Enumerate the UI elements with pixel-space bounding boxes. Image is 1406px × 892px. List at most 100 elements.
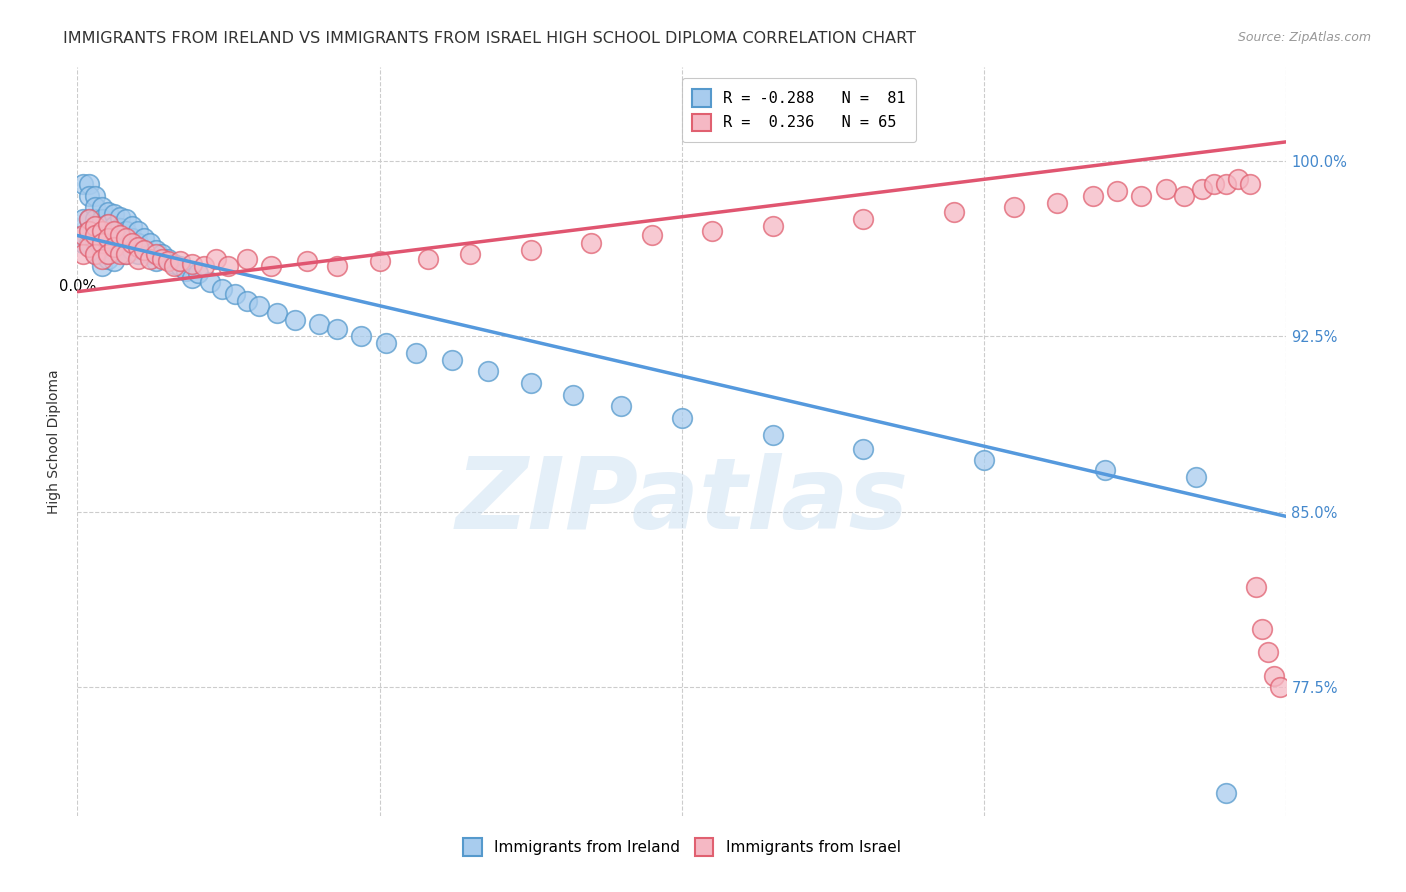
Point: [852, 212, 875, 227]
Point: [145, 243, 167, 257]
Point: [973, 453, 995, 467]
Point: [90, 235, 112, 250]
Point: [169, 259, 191, 273]
Point: [127, 240, 149, 254]
Point: [96, 240, 118, 254]
Point: [169, 254, 191, 268]
Point: [79, 235, 101, 250]
Point: [103, 240, 125, 254]
Point: [84, 247, 107, 261]
Point: [108, 210, 131, 224]
Point: [84, 247, 107, 261]
Point: [103, 231, 125, 245]
Point: [72, 228, 94, 243]
Point: [187, 266, 209, 280]
Point: [103, 207, 125, 221]
Point: [84, 224, 107, 238]
Point: [368, 254, 391, 268]
Point: [139, 252, 162, 266]
Text: 0.0%: 0.0%: [59, 279, 96, 294]
Point: [163, 259, 186, 273]
Point: [79, 224, 101, 238]
Point: [441, 352, 464, 367]
Point: [1004, 200, 1026, 214]
Point: [235, 252, 257, 266]
Point: [174, 263, 197, 277]
Point: [103, 254, 125, 268]
Point: [90, 200, 112, 214]
Point: [108, 247, 131, 261]
Point: [84, 228, 107, 243]
Point: [79, 177, 101, 191]
Point: [1215, 177, 1237, 191]
Point: [326, 259, 349, 273]
Point: [90, 224, 112, 238]
Point: [96, 205, 118, 219]
Point: [96, 217, 118, 231]
Point: [157, 252, 180, 266]
Point: [260, 259, 283, 273]
Point: [762, 219, 785, 233]
Point: [72, 212, 94, 227]
Point: [150, 247, 173, 261]
Point: [477, 364, 499, 378]
Point: [1046, 195, 1069, 210]
Point: [1215, 786, 1237, 800]
Y-axis label: High School Diploma: High School Diploma: [48, 369, 62, 514]
Point: [72, 247, 94, 261]
Point: [84, 212, 107, 227]
Point: [405, 345, 427, 359]
Point: [114, 235, 136, 250]
Text: ZIPatlas: ZIPatlas: [456, 453, 908, 550]
Point: [84, 200, 107, 214]
Point: [193, 259, 215, 273]
Point: [458, 247, 481, 261]
Point: [1173, 188, 1195, 202]
Point: [200, 276, 222, 290]
Point: [121, 243, 143, 257]
Point: [132, 243, 155, 257]
Point: [79, 188, 101, 202]
Point: [181, 257, 204, 271]
Point: [581, 235, 603, 250]
Point: [1263, 668, 1285, 682]
Point: [96, 217, 118, 231]
Point: [520, 243, 543, 257]
Point: [72, 235, 94, 250]
Point: [181, 270, 204, 285]
Text: IMMIGRANTS FROM IRELAND VS IMMIGRANTS FROM ISRAEL HIGH SCHOOL DIPLOMA CORRELATIO: IMMIGRANTS FROM IRELAND VS IMMIGRANTS FR…: [63, 31, 917, 46]
Point: [145, 254, 167, 268]
Point: [103, 224, 125, 238]
Point: [1202, 177, 1225, 191]
Point: [562, 387, 585, 401]
Point: [266, 306, 288, 320]
Point: [90, 259, 112, 273]
Point: [1154, 181, 1177, 195]
Point: [1239, 177, 1261, 191]
Point: [114, 247, 136, 261]
Point: [114, 231, 136, 245]
Point: [157, 254, 180, 268]
Point: [127, 235, 149, 250]
Point: [139, 247, 162, 261]
Point: [1184, 469, 1206, 483]
Point: [108, 233, 131, 247]
Point: [96, 252, 118, 266]
Point: [350, 329, 373, 343]
Point: [205, 252, 228, 266]
Point: [326, 322, 349, 336]
Point: [79, 212, 101, 227]
Point: [702, 224, 724, 238]
Point: [108, 221, 131, 235]
Point: [90, 212, 112, 227]
Point: [121, 235, 143, 250]
Point: [942, 205, 965, 219]
Point: [79, 224, 101, 238]
Point: [121, 219, 143, 233]
Point: [374, 336, 396, 351]
Point: [127, 224, 149, 238]
Point: [114, 212, 136, 227]
Point: [852, 442, 875, 456]
Point: [90, 252, 112, 266]
Point: [90, 235, 112, 250]
